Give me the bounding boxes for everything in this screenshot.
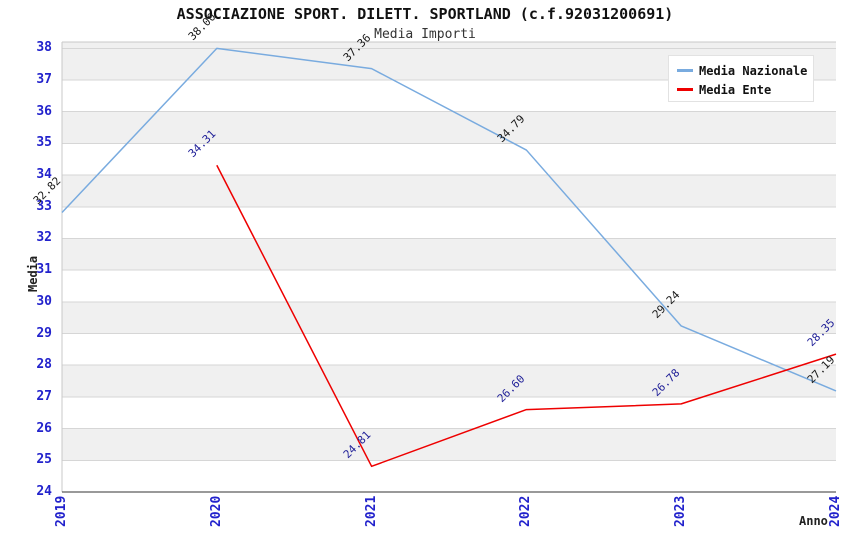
plot-band [62,365,836,397]
y-tick-label: 30 [36,293,52,309]
y-tick-label: 27 [36,388,52,404]
y-tick-label: 28 [36,357,52,373]
series-line-media-nazionale [61,47,837,392]
y-tick-label: 29 [36,325,52,341]
x-tick-label: 2019 [54,495,69,527]
legend-label: Media Nazionale [699,63,808,78]
y-tick-label: 32 [36,230,52,246]
chart-subtitle: Media Importi [374,27,476,42]
y-tick-label: 36 [36,103,52,119]
legend-item-media-ente: Media Ente [677,80,805,99]
x-tick-label: 2020 [208,495,224,527]
plot-band [62,111,836,144]
line-swatch-icon [677,69,693,72]
legend: Media Nazionale Media Ente [668,55,814,102]
chart-title: ASSOCIAZIONE SPORT. DILETT. SPORTLAND (c… [176,5,674,23]
x-tick-label: 2024 [828,495,843,527]
x-tick-label: 2023 [673,495,689,527]
y-tick-label: 35 [36,135,52,151]
y-tick-label: 34 [36,167,52,183]
legend-label: Media Ente [699,82,772,97]
y-tick-label: 37 [36,72,52,88]
series-line-media-ente [216,164,837,468]
plot-band [62,238,836,271]
y-tick-label: 31 [36,262,52,278]
y-tick-label: 38 [36,40,52,56]
x-tick-label: 2022 [518,495,534,527]
x-tick-label: 2021 [363,495,379,527]
y-tick-label: 33 [36,198,52,214]
y-tick-label: 24 [36,484,52,499]
legend-item-media-nazionale: Media Nazionale [677,61,808,80]
plot-band [62,301,836,334]
y-tick-label: 26 [36,420,52,436]
plot-band [62,175,836,207]
x-axis-title: Anno [799,514,828,528]
line-swatch-icon [677,88,693,91]
plot-band [62,428,836,461]
y-tick-label: 25 [36,452,52,468]
